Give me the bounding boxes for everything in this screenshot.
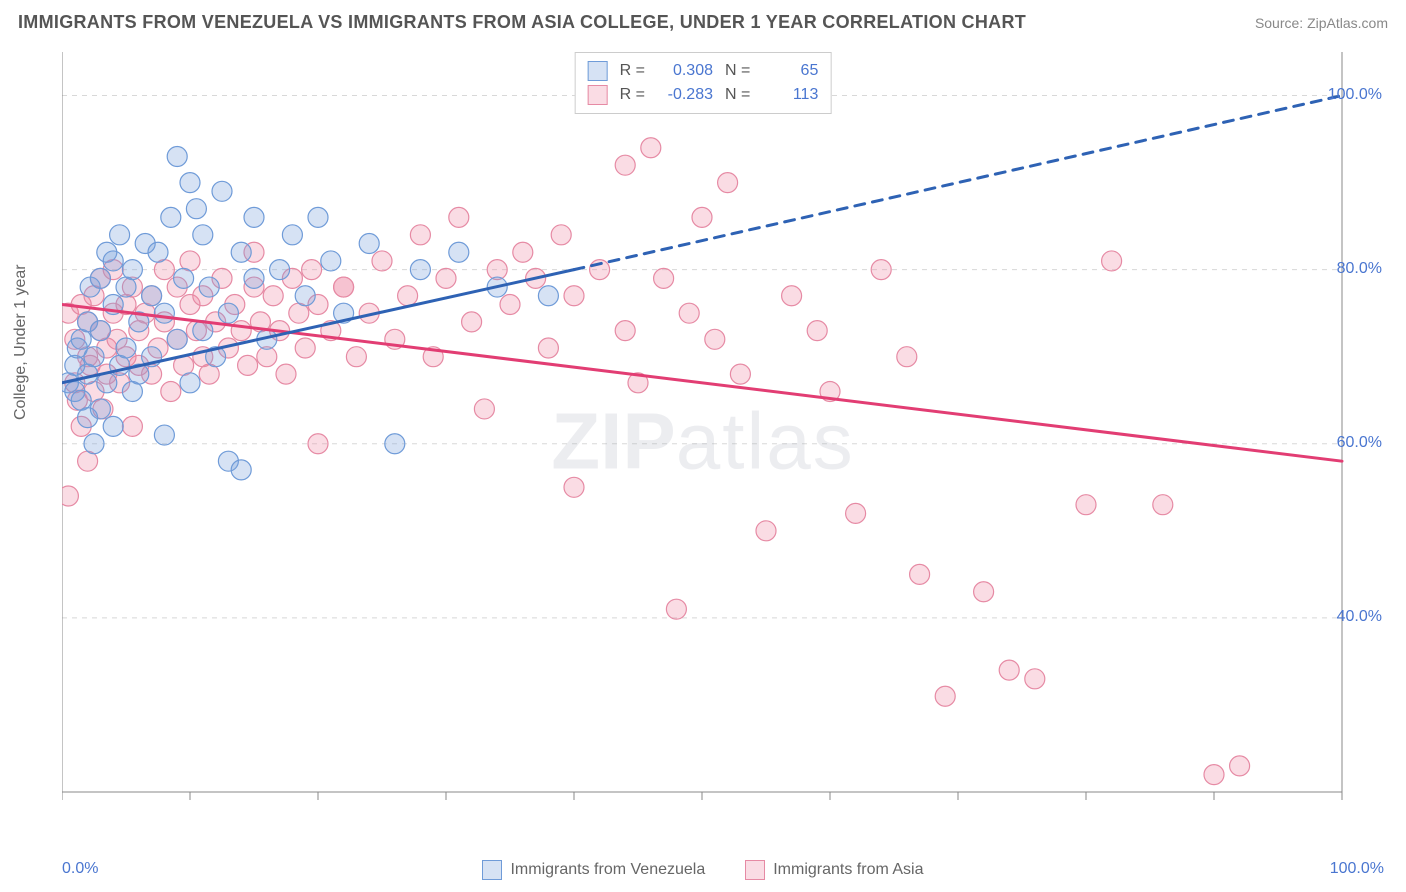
- chart-title: IMMIGRANTS FROM VENEZUELA VS IMMIGRANTS …: [18, 12, 1026, 33]
- legend-label-asia: Immigrants from Asia: [773, 861, 923, 879]
- n-label: N =: [725, 83, 750, 107]
- swatch-venezuela: [588, 61, 608, 81]
- r-label: R =: [620, 83, 645, 107]
- bottom-legend: Immigrants from Venezuela Immigrants fro…: [0, 860, 1406, 880]
- legend-item-venezuela: Immigrants from Venezuela: [482, 860, 705, 880]
- chart-area: [62, 52, 1382, 822]
- stat-row-asia: R = -0.283 N = 113: [588, 83, 819, 107]
- scatter-chart: [62, 52, 1382, 822]
- r-value-venezuela: 0.308: [657, 59, 713, 83]
- stat-row-venezuela: R = 0.308 N = 65: [588, 59, 819, 83]
- y-tick-label: 40.0%: [1337, 608, 1382, 626]
- n-value-asia: 113: [762, 83, 818, 107]
- legend-label-venezuela: Immigrants from Venezuela: [510, 861, 705, 879]
- y-tick-label: 60.0%: [1337, 434, 1382, 452]
- legend-item-asia: Immigrants from Asia: [745, 860, 923, 880]
- source-label: Source: ZipAtlas.com: [1255, 15, 1388, 31]
- n-label: N =: [725, 59, 750, 83]
- y-tick-label: 80.0%: [1337, 260, 1382, 278]
- y-axis-label: College, Under 1 year: [12, 264, 30, 420]
- r-label: R =: [620, 59, 645, 83]
- stat-legend: R = 0.308 N = 65 R = -0.283 N = 113: [575, 52, 832, 114]
- title-bar: IMMIGRANTS FROM VENEZUELA VS IMMIGRANTS …: [18, 12, 1388, 33]
- r-value-asia: -0.283: [657, 83, 713, 107]
- n-value-venezuela: 65: [762, 59, 818, 83]
- swatch-asia: [588, 85, 608, 105]
- swatch-venezuela: [482, 860, 502, 880]
- swatch-asia: [745, 860, 765, 880]
- y-tick-label: 100.0%: [1328, 86, 1382, 104]
